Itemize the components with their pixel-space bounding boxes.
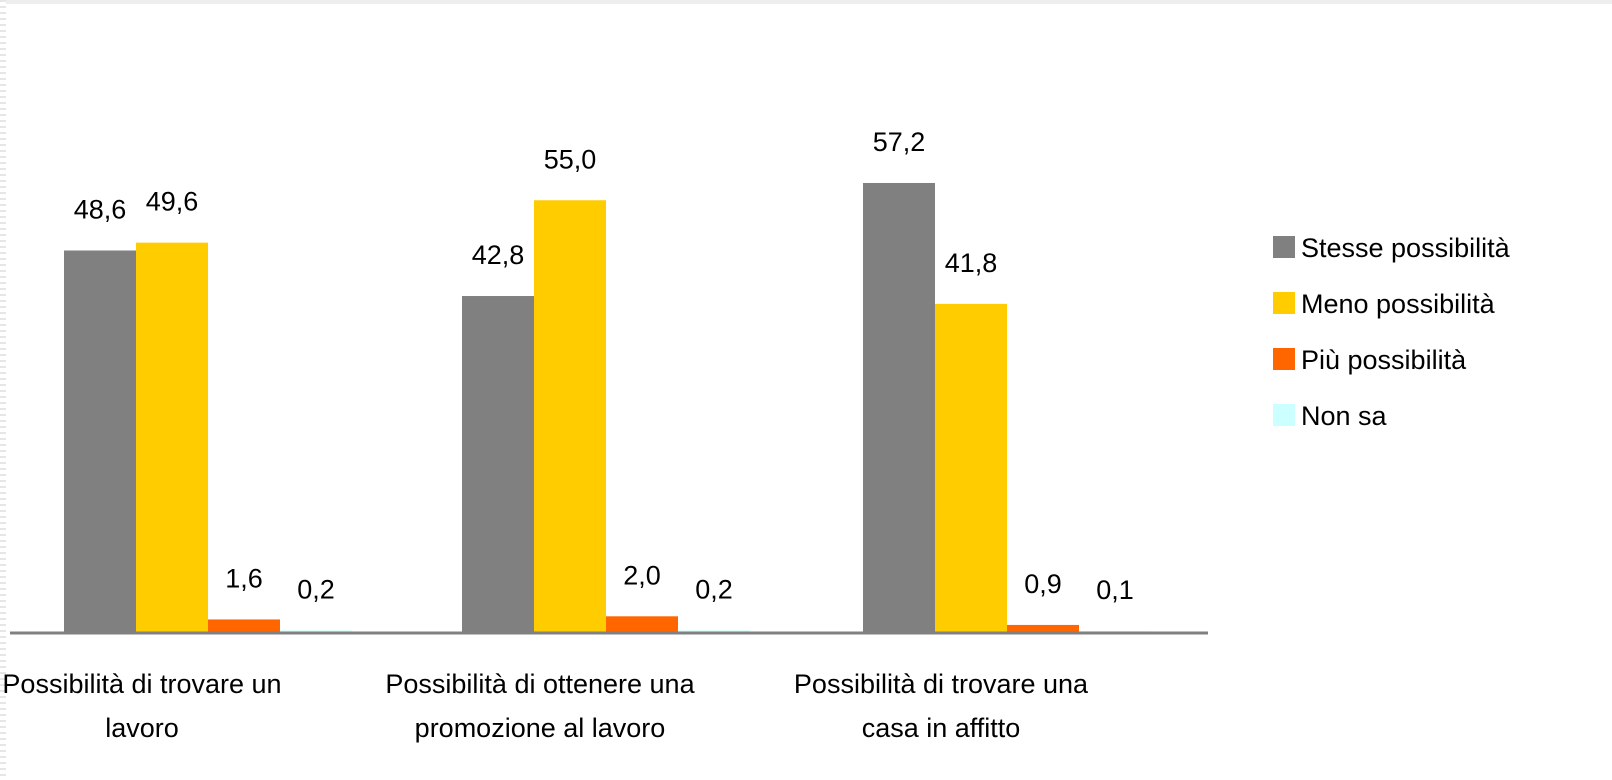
top-border [0, 0, 1612, 4]
legend-label-3: Più possibilità [1301, 345, 1467, 375]
left-border [0, 0, 6, 780]
data-label-3-3: 0,9 [1024, 569, 1062, 599]
legend-label-2: Meno possibilità [1301, 289, 1496, 319]
category-labels-layer: Possibilità di trovare un lavoro Possibili… [2, 669, 1089, 743]
data-label-3-1: 1,6 [225, 563, 263, 593]
bar-1-1 [64, 250, 136, 633]
legend-label-4: Non sa [1301, 401, 1388, 431]
bar-1-3 [863, 182, 935, 633]
bar-4-1 [280, 630, 352, 632]
bar-2-2 [534, 200, 606, 632]
legend-label-1: Stesse possibilità [1301, 233, 1511, 263]
data-label-3-2: 2,0 [623, 560, 661, 590]
data-label-2-2: 55,0 [544, 144, 597, 174]
category-label-3-line-1: Possibilità di trovare una [794, 669, 1089, 699]
category-label-1-line-1: Possibilità di trovare un [2, 669, 281, 699]
category-label-1-line-2: lavoro [105, 713, 179, 743]
bar-1-2 [462, 296, 534, 632]
legend-swatch-4 [1273, 404, 1295, 426]
data-label-2-3: 41,8 [945, 248, 998, 278]
legend: Stesse possibilità Meno possibilità Più po… [1273, 233, 1511, 431]
bar-2-1 [136, 242, 208, 632]
data-label-4-2: 0,2 [695, 574, 733, 604]
data-label-1-1: 48,6 [74, 194, 127, 224]
bar-2-3 [935, 303, 1007, 632]
legend-swatch-2 [1273, 292, 1295, 314]
data-label-2-1: 49,6 [146, 187, 199, 217]
category-label-3-line-2: casa in affitto [862, 713, 1021, 743]
data-label-1-3: 57,2 [873, 127, 926, 157]
data-label-1-2: 42,8 [472, 240, 525, 270]
bar-4-2 [678, 630, 750, 632]
data-label-4-3: 0,1 [1096, 575, 1134, 605]
bar-3-2 [606, 616, 678, 632]
bars-layer [64, 182, 1151, 633]
value-labels-layer: 48,6 42,8 57,2 49,6 55,0 41,8 1,6 2,0 0,9 0,2 0,2 0… [74, 127, 1134, 605]
category-label-2-line-1: Possibilità di ottenere una [385, 669, 695, 699]
bar-3-3 [1007, 624, 1079, 632]
data-label-4-1: 0,2 [297, 574, 335, 604]
legend-swatch-3 [1273, 348, 1295, 370]
category-label-2-line-2: promozione al lavoro [415, 713, 666, 743]
bar-3-1 [208, 619, 280, 632]
legend-swatch-1 [1273, 236, 1295, 258]
